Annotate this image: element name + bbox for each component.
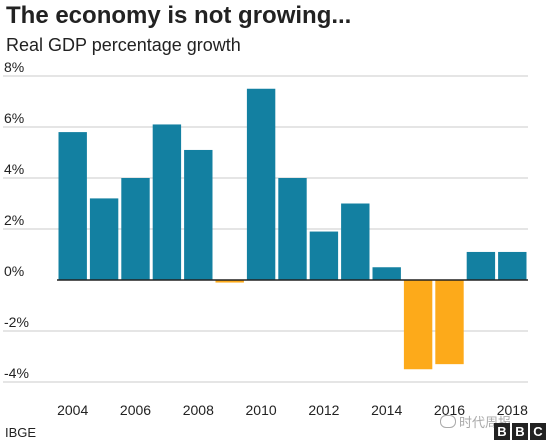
bar xyxy=(498,251,527,280)
bar xyxy=(121,178,150,280)
chart-subtitle: Real GDP percentage growth xyxy=(6,35,241,55)
chart-title: The economy is not growing... xyxy=(6,2,352,29)
bar xyxy=(341,203,370,280)
y-tick-label: -4% xyxy=(4,365,29,381)
x-tick-label: 2004 xyxy=(57,402,88,418)
bar xyxy=(215,280,244,283)
wechat-icon xyxy=(440,415,456,428)
bar xyxy=(246,88,276,280)
bar xyxy=(152,124,182,280)
bar xyxy=(466,251,496,280)
x-tick-label: 2012 xyxy=(308,402,339,418)
y-tick-label: 2% xyxy=(4,212,24,228)
x-tick-label: 2006 xyxy=(120,402,151,418)
source-label: IBGE xyxy=(5,425,37,440)
bbc-logo: B B C xyxy=(494,423,546,440)
y-tick-label: 8% xyxy=(4,59,24,75)
x-tick-label: 2014 xyxy=(371,402,402,418)
x-tick-label: 2008 xyxy=(183,402,214,418)
y-tick-label: 0% xyxy=(4,263,24,279)
y-tick-label: -2% xyxy=(4,314,29,330)
bar xyxy=(372,267,401,280)
bbc-logo-letter-1: B xyxy=(494,423,510,440)
bbc-logo-letter-2: B xyxy=(512,423,528,440)
bar xyxy=(58,132,87,280)
bar xyxy=(278,178,307,280)
x-tick-label: 2016 xyxy=(434,402,465,418)
x-tick-label: 2010 xyxy=(246,402,277,418)
y-tick-label: 6% xyxy=(4,110,24,126)
bar xyxy=(309,231,339,280)
y-tick-label: 4% xyxy=(4,161,24,177)
bbc-logo-letter-3: C xyxy=(530,423,546,440)
bar xyxy=(435,280,464,365)
x-tick-label: 2018 xyxy=(497,402,528,418)
bar xyxy=(184,149,213,280)
bar xyxy=(403,280,433,370)
bar xyxy=(89,198,119,280)
